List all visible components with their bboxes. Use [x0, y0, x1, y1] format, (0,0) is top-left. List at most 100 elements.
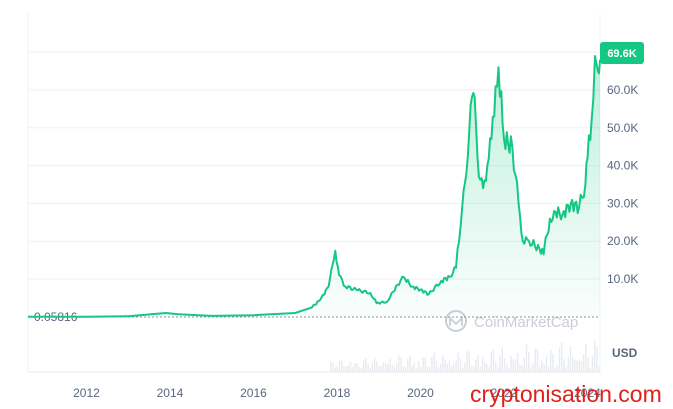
volume-bar	[345, 366, 347, 372]
volume-bar	[402, 366, 404, 372]
volume-bar	[479, 367, 481, 372]
volume-bar	[563, 358, 565, 372]
volume-bar	[462, 367, 464, 372]
volume-bar	[352, 366, 354, 372]
volume-bar	[420, 367, 422, 372]
volume-bar	[574, 359, 576, 372]
volume-bar	[354, 362, 356, 372]
volume-bar	[545, 355, 547, 372]
volume-bar	[435, 360, 437, 372]
volume-bar	[565, 366, 567, 372]
volume-bar	[442, 355, 444, 372]
volume-bar	[413, 362, 415, 372]
volume-bar	[418, 361, 420, 372]
volume-bar	[371, 362, 374, 372]
volume-bar	[541, 360, 543, 372]
volume-bar	[400, 357, 402, 372]
volume-bar	[523, 357, 525, 372]
volume-bar	[336, 366, 338, 372]
volume-bar	[396, 363, 398, 372]
volume-bar	[437, 367, 440, 372]
volume-bar	[497, 367, 499, 372]
volume-bar	[594, 339, 596, 372]
volume-bar	[451, 365, 453, 372]
volume-bar	[587, 357, 589, 372]
volume-bar	[539, 366, 541, 372]
volume-bar	[512, 359, 514, 372]
volume-bar	[514, 359, 517, 372]
x-tick-label: 2020	[407, 386, 434, 400]
volume-bar	[580, 361, 583, 372]
volume-bar	[409, 356, 411, 372]
x-tick-label: 2016	[240, 386, 267, 400]
volume-bar	[517, 353, 519, 372]
volume-bar	[488, 366, 490, 372]
volume-bar	[532, 363, 534, 372]
volume-bar	[332, 362, 334, 372]
volume-bar	[431, 357, 433, 372]
volume-bar	[407, 358, 409, 372]
volume-bar	[561, 342, 563, 372]
volume-bar	[448, 361, 451, 372]
volume-bar	[598, 366, 600, 372]
volume-bar	[356, 363, 358, 372]
price-line	[28, 55, 601, 318]
volume-bar	[547, 366, 550, 372]
volume-bar	[424, 357, 426, 372]
volume-bar	[528, 352, 530, 372]
volume-bar	[349, 361, 352, 372]
volume-bar	[367, 363, 369, 372]
site-watermark-text: cryptonisation.com	[470, 381, 662, 407]
volume-bar	[495, 362, 497, 372]
volume-bar	[433, 351, 435, 372]
volume-bar	[477, 354, 479, 372]
volume-bar	[519, 364, 521, 372]
volume-bar	[567, 357, 569, 372]
volume-bar	[422, 357, 424, 372]
volume-bar	[404, 366, 407, 372]
y-tick-label: 60.0K	[607, 83, 638, 97]
x-tick-label: 2012	[73, 386, 100, 400]
price-area-fill	[28, 56, 600, 317]
volume-bar	[585, 343, 587, 372]
volume-bar	[552, 353, 554, 372]
volume-bar	[508, 367, 510, 372]
volume-bar	[385, 362, 387, 372]
volume-bar	[459, 358, 462, 372]
volume-bar	[492, 349, 495, 372]
volume-bar	[596, 346, 598, 372]
volume-bar	[475, 359, 477, 372]
volume-bar	[572, 356, 574, 372]
volume-bar	[589, 367, 591, 372]
volume-bar	[501, 347, 503, 372]
volume-bar	[426, 366, 429, 372]
volume-bar	[510, 355, 512, 372]
volume-bar	[490, 351, 492, 372]
volume-bar	[481, 356, 484, 372]
volume-bar	[411, 365, 413, 372]
volume-bar	[391, 364, 393, 372]
volume-bar	[365, 357, 367, 372]
volume-bar	[486, 363, 488, 372]
volume-bar	[536, 348, 539, 372]
y-tick-label: 50.0K	[607, 121, 638, 135]
volume-bars	[330, 339, 600, 372]
volume-bar	[457, 351, 459, 372]
y-tick-label: 20.0K	[607, 234, 638, 248]
volume-bar	[466, 350, 468, 372]
volume-bar	[470, 365, 473, 372]
volume-bar	[446, 363, 448, 372]
x-tick-label: 2014	[157, 386, 184, 400]
volume-bar	[578, 360, 580, 372]
y-tick-label: 30.0K	[607, 196, 638, 210]
volume-bar	[374, 357, 376, 372]
volume-bar	[380, 366, 382, 372]
y-tick-label: 40.0K	[607, 159, 638, 173]
volume-bar	[543, 364, 545, 372]
volume-bar	[440, 363, 442, 372]
volume-bar	[521, 365, 523, 372]
volume-bar	[591, 356, 594, 372]
current-price-badge: 69.6K	[600, 42, 644, 64]
x-tick-label: 2018	[324, 386, 351, 400]
